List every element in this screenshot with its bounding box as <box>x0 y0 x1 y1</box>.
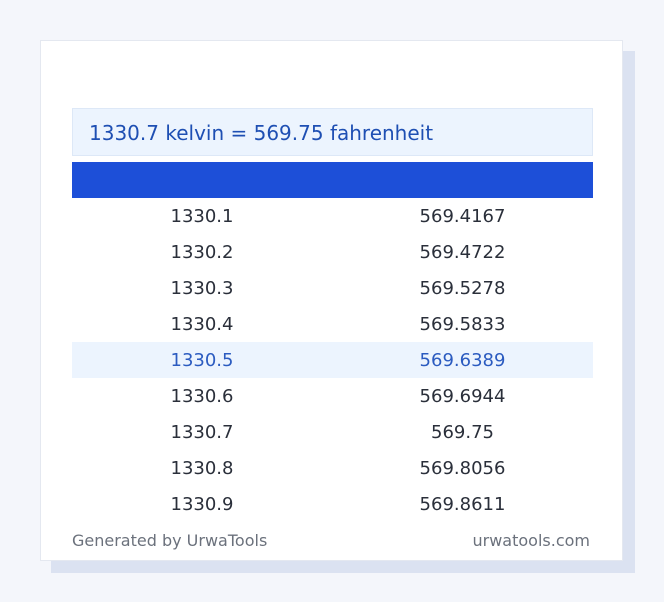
conversion-table: 1330.1 569.4167 1330.2 569.4722 1330.3 5… <box>72 198 593 522</box>
site-label: urwatools.com <box>472 531 591 550</box>
table-row: 1330.2 569.4722 <box>72 234 593 270</box>
fahrenheit-cell: 569.4167 <box>419 206 506 227</box>
table-row: 1330.8 569.8056 <box>72 450 593 486</box>
fahrenheit-cell: 569.8056 <box>419 458 506 479</box>
fahrenheit-cell: 569.8611 <box>419 494 506 515</box>
table-row: 1330.4 569.5833 <box>72 306 593 342</box>
table-row: 1330.7 569.75 <box>72 414 593 450</box>
kelvin-cell: 1330.8 <box>170 458 234 479</box>
conversion-card: 1330.7 kelvin = 569.75 fahrenheit 1330.1… <box>40 40 623 561</box>
fahrenheit-cell: 569.6944 <box>419 386 506 407</box>
kelvin-cell: 1330.6 <box>170 386 234 407</box>
generated-by-label: Generated by UrwaTools <box>72 531 268 550</box>
table-row: 1330.1 569.4167 <box>72 198 593 234</box>
kelvin-cell: 1330.3 <box>170 278 234 299</box>
fahrenheit-cell: 569.5833 <box>419 314 506 335</box>
kelvin-cell: 1330.9 <box>170 494 234 515</box>
table-header <box>72 162 593 198</box>
fahrenheit-cell: 569.4722 <box>419 242 506 263</box>
kelvin-cell: 1330.4 <box>170 314 234 335</box>
kelvin-cell: 1330.1 <box>170 206 234 227</box>
table-row: 1330.6 569.6944 <box>72 378 593 414</box>
table-row-highlighted: 1330.5 569.6389 <box>72 342 593 378</box>
table-row: 1330.3 569.5278 <box>72 270 593 306</box>
fahrenheit-cell: 569.75 <box>431 422 494 443</box>
fahrenheit-cell: 569.5278 <box>419 278 506 299</box>
table-row: 1330.9 569.8611 <box>72 486 593 522</box>
kelvin-cell: 1330.2 <box>170 242 234 263</box>
fahrenheit-cell: 569.6389 <box>419 350 506 371</box>
conversion-result: 1330.7 kelvin = 569.75 fahrenheit <box>72 108 593 156</box>
kelvin-cell: 1330.5 <box>170 350 234 371</box>
kelvin-cell: 1330.7 <box>170 422 234 443</box>
